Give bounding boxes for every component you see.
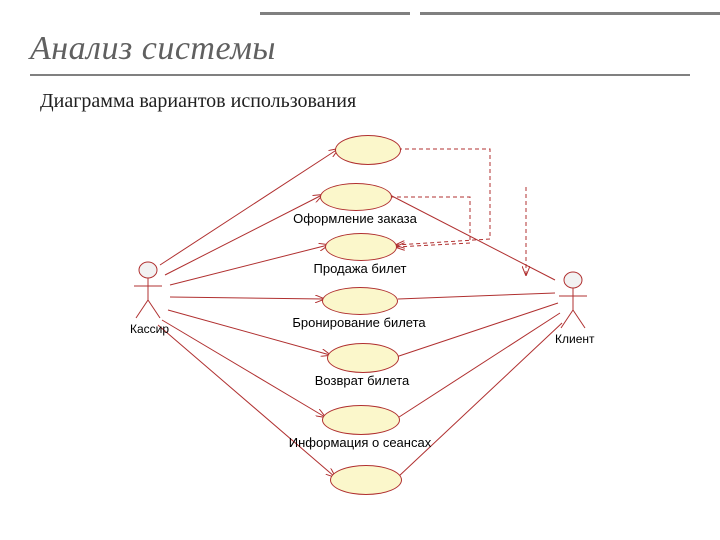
actor-label: Кассир <box>130 322 169 336</box>
association-line <box>158 325 335 477</box>
page-subtitle: Диаграмма вариантов использования <box>40 90 356 113</box>
actor-label: Клиент <box>555 332 595 346</box>
association-line <box>170 297 324 299</box>
usecase-ellipse <box>320 183 392 211</box>
top-bar-segment <box>260 12 410 15</box>
usecase-ellipse <box>322 287 398 315</box>
association-line <box>162 320 325 417</box>
association-line <box>398 323 562 477</box>
actor-icon <box>130 260 166 320</box>
actor-icon <box>555 270 591 330</box>
top-bar-segment <box>420 12 720 15</box>
usecase-ellipse <box>335 135 401 165</box>
title-underline <box>30 74 690 76</box>
association-line <box>160 149 338 265</box>
usecase-label: Бронирование билета <box>279 315 439 330</box>
usecase-label: Оформление заказа <box>275 211 435 226</box>
usecase-label: Информация о сеансах <box>280 435 440 450</box>
usecase-label: Продажа билет <box>280 261 440 276</box>
actor-cashier: Кассир <box>130 260 169 336</box>
actor-client: Клиент <box>555 270 595 346</box>
usecase-ellipse <box>327 343 399 373</box>
usecase-label: Возврат билета <box>282 373 442 388</box>
page-title: Анализ системы <box>30 30 276 68</box>
usecase-ellipse <box>322 405 400 435</box>
association-line <box>398 293 555 299</box>
usecase-ellipse <box>330 465 402 495</box>
usecase-ellipse <box>325 233 397 261</box>
usecase-diagram: Оформление заказа Продажа билет Бронирован… <box>90 125 630 525</box>
